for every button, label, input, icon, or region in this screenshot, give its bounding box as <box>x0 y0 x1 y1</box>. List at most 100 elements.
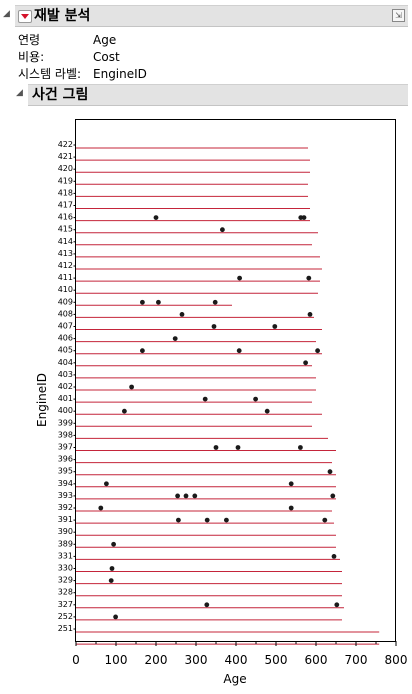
event-marker <box>272 324 278 329</box>
plot-frame <box>75 119 396 642</box>
event-marker <box>212 299 218 305</box>
event-marker <box>176 517 181 523</box>
property-label: 연령 <box>18 33 41 47</box>
event-marker <box>235 445 241 450</box>
y-tick-label: 416 <box>58 213 73 222</box>
event-marker <box>253 396 258 402</box>
event-marker <box>322 517 328 523</box>
event-marker <box>179 312 185 317</box>
x-tick-label: 300 <box>185 653 208 667</box>
x-tick-label: 400 <box>225 653 248 667</box>
y-tick-label: 407 <box>58 322 73 331</box>
event-marker <box>140 299 145 305</box>
y-tick-label: 418 <box>58 188 73 197</box>
collapse-triangle-icon[interactable]: ◢ <box>3 9 10 19</box>
event-marker <box>237 275 243 281</box>
y-tick-label: 394 <box>58 479 73 488</box>
event-marker <box>140 348 145 354</box>
event-marker <box>108 578 114 583</box>
x-tick-label: 0 <box>72 653 80 667</box>
event-marker <box>236 348 242 354</box>
y-tick-label: 390 <box>58 527 73 536</box>
y-tick-label: 252 <box>58 612 73 621</box>
x-tick-label: 100 <box>105 653 128 667</box>
event-marker <box>129 384 135 390</box>
y-tick-label: 408 <box>58 309 73 318</box>
pin-icon[interactable]: ⇲ <box>392 9 405 22</box>
y-tick-label: 422 <box>58 140 73 149</box>
y-tick-label: 395 <box>58 467 73 476</box>
y-tick-label: 389 <box>58 539 73 548</box>
y-tick-label: 405 <box>58 346 73 355</box>
event-marker <box>306 275 312 281</box>
y-tick-label: 398 <box>58 430 73 439</box>
event-marker <box>301 215 307 221</box>
event-marker <box>307 312 313 317</box>
y-tick-label: 391 <box>58 515 73 524</box>
event-marker <box>288 505 294 511</box>
y-tick-label: 419 <box>58 176 73 185</box>
y-tick-label: 402 <box>58 382 73 391</box>
event-marker <box>192 493 198 499</box>
y-tick-label: 412 <box>58 261 73 270</box>
event-marker <box>109 566 115 571</box>
event-marker <box>175 493 181 499</box>
event-marker <box>327 469 333 475</box>
property-label: 비용: <box>18 50 45 64</box>
event-marker <box>111 541 116 547</box>
collapse-triangle-icon[interactable]: ◢ <box>16 88 23 98</box>
event-marker <box>315 348 320 354</box>
event-marker <box>303 360 308 366</box>
y-tick-label: 409 <box>58 297 73 306</box>
y-tick-label: 330 <box>58 564 73 573</box>
event-marker <box>104 481 109 487</box>
y-tick-label: 328 <box>58 588 73 597</box>
y-tick-label: 413 <box>58 249 73 258</box>
x-axis-label: Age <box>223 672 246 686</box>
y-tick-label: 392 <box>58 503 73 512</box>
y-axis-label: EngineID <box>35 373 49 427</box>
event-plot-header: 사건 그림 <box>28 84 408 106</box>
red-triangle-menu-icon[interactable] <box>18 10 32 23</box>
y-tick-label: 406 <box>58 334 73 343</box>
event-marker <box>330 493 336 499</box>
property-value: Cost <box>93 50 120 64</box>
event-marker <box>220 227 225 233</box>
event-marker <box>113 614 118 620</box>
x-tick-label: 800 <box>385 653 408 667</box>
y-tick-label: 400 <box>58 406 73 415</box>
event-marker <box>224 517 229 523</box>
property-value: EngineID <box>93 67 147 81</box>
y-tick-label: 393 <box>58 491 73 500</box>
x-tick-label: 600 <box>305 653 328 667</box>
property-label: 시스템 라벨: <box>18 67 82 81</box>
y-tick-label: 403 <box>58 370 73 379</box>
event-marker <box>204 602 210 608</box>
property-value: Age <box>93 33 117 47</box>
y-tick-label: 399 <box>58 418 73 427</box>
y-tick-label: 420 <box>58 164 73 173</box>
y-tick-label: 331 <box>58 551 73 560</box>
event-marker <box>213 445 219 450</box>
x-tick-label: 200 <box>145 653 168 667</box>
event-marker <box>153 215 159 221</box>
y-tick-label: 421 <box>58 152 73 161</box>
y-tick-label: 404 <box>58 358 73 367</box>
event-marker <box>183 493 189 499</box>
event-marker <box>172 336 178 341</box>
y-tick-label: 401 <box>58 394 73 403</box>
y-tick-label: 327 <box>58 600 73 609</box>
event-marker <box>204 517 210 523</box>
event-marker <box>98 505 104 511</box>
event-marker <box>288 481 294 487</box>
report-title: 재발 분석 <box>34 8 91 24</box>
x-tick-label: 500 <box>265 653 288 667</box>
event-marker <box>334 602 340 608</box>
y-tick-label: 397 <box>58 443 73 452</box>
recurrence-report-header: 재발 분석 ⇲ <box>15 5 408 27</box>
y-tick-label: 396 <box>58 455 73 464</box>
event-plot-title: 사건 그림 <box>32 87 89 103</box>
y-tick-label: 410 <box>58 285 73 294</box>
y-tick-label: 417 <box>58 201 73 210</box>
